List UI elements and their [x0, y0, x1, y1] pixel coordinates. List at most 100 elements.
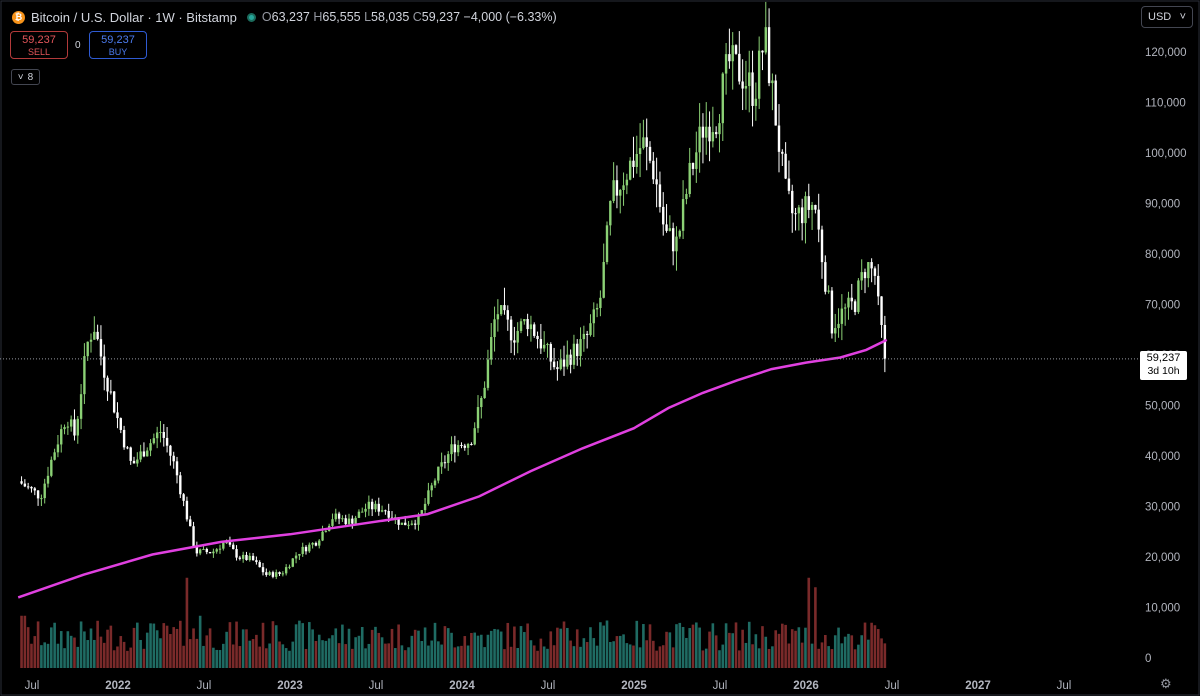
volume-bar	[324, 640, 328, 668]
candle-body	[721, 73, 724, 124]
sell-label: SELL	[27, 47, 51, 57]
volume-bar	[569, 640, 572, 668]
volume-bar	[734, 622, 738, 668]
y-tick-label: 30,000	[1145, 502, 1180, 514]
candle-body	[374, 503, 377, 510]
volume-bar	[43, 642, 47, 668]
volume-bar	[59, 631, 63, 668]
candle-body	[155, 432, 159, 439]
volume-bar	[678, 622, 682, 668]
volume-bar	[704, 648, 708, 668]
volume-bar	[417, 630, 420, 668]
candle-body	[364, 508, 367, 512]
indicators-toggle[interactable]: ˅ 8	[11, 69, 40, 85]
volume-bar	[268, 643, 271, 668]
volume-bar	[671, 647, 675, 668]
volume-bar	[857, 644, 860, 668]
volume-bar	[807, 577, 811, 668]
candle-body	[152, 438, 156, 444]
chevron-down-icon: ˅	[17, 71, 24, 83]
volume-bar	[255, 634, 258, 668]
candle-body	[400, 522, 404, 525]
volume-bar	[136, 622, 139, 668]
volume-bar	[810, 643, 814, 668]
volume-bar	[63, 648, 66, 668]
y-tick-label: 10,000	[1145, 603, 1180, 615]
candle-body	[36, 490, 40, 499]
volume-bar	[245, 629, 248, 668]
volume-bar	[139, 639, 142, 668]
volume-bar	[145, 632, 149, 668]
volume-bar	[688, 628, 692, 668]
candle-body	[331, 519, 334, 526]
volume-bar	[407, 647, 410, 668]
candle-body	[265, 572, 268, 575]
candle-body	[169, 445, 172, 456]
volume-bar	[827, 646, 830, 668]
candle-body	[288, 566, 291, 568]
volume-bar	[152, 623, 156, 668]
volume-bar	[351, 648, 354, 668]
volume-bar	[248, 640, 252, 668]
volume-bar	[23, 615, 27, 668]
volume-bar	[437, 641, 440, 668]
volume-bar	[790, 629, 794, 668]
candle-body	[814, 204, 817, 210]
volume-bar	[162, 623, 166, 668]
candle-body	[410, 523, 414, 525]
volume-bar	[701, 650, 705, 668]
candle-body	[235, 549, 238, 558]
volume-bar	[847, 633, 850, 668]
candle-body	[185, 500, 189, 520]
volume-bar	[251, 639, 255, 668]
volume-bar	[413, 629, 417, 668]
time-axis[interactable]: Jul 2022 Jul 2023 Jul 2024 Jul 2025 Jul 2026 Jul 20…	[25, 680, 1072, 692]
volume-bar	[853, 649, 857, 668]
y-tick-label: 100,000	[1145, 148, 1187, 160]
candle-body	[238, 557, 242, 559]
volume-bar	[231, 644, 235, 668]
candle-body	[615, 180, 619, 196]
sell-button[interactable]: 59,237 SELL	[10, 31, 68, 59]
candle-body	[99, 339, 103, 357]
volume-bar	[377, 632, 381, 668]
volume-bar	[867, 639, 870, 668]
volume-bar	[781, 623, 784, 668]
candle-body	[63, 427, 66, 430]
volume-bar	[532, 645, 536, 668]
candle-body	[40, 498, 43, 500]
currency-select[interactable]: USD ˅	[1141, 6, 1193, 28]
candle-body	[605, 225, 609, 262]
volume-bar	[618, 635, 622, 668]
candle-body	[440, 462, 443, 467]
volume-bar	[757, 648, 761, 668]
volume-bar	[728, 632, 731, 668]
gear-icon[interactable]: ⚙	[1160, 676, 1172, 691]
volume-bar	[824, 634, 827, 668]
volume-bar	[552, 645, 556, 668]
market-status-icon[interactable]	[246, 12, 256, 22]
candle-body	[592, 309, 595, 324]
candle-body	[483, 387, 486, 399]
spread-value: 0	[75, 40, 81, 51]
candle-body	[559, 359, 562, 370]
candle-body	[536, 335, 539, 340]
volume-bar	[344, 644, 348, 668]
candle-body	[599, 297, 602, 308]
volume-bar	[427, 645, 430, 668]
volume-bar	[179, 620, 182, 668]
symbol-title[interactable]: Bitcoin / U.S. Dollar · 1W · Bitstamp	[31, 9, 237, 25]
volume-bar	[695, 622, 698, 668]
volume-bar	[539, 638, 543, 668]
volume-bar	[546, 648, 549, 668]
candle-body	[60, 429, 63, 445]
volume-bar	[542, 646, 546, 668]
buy-button[interactable]: 59,237 BUY	[89, 31, 147, 59]
candle-body	[539, 339, 543, 349]
volume-bar	[116, 646, 119, 668]
candle-body	[182, 494, 185, 501]
candle-body	[877, 275, 880, 297]
volume-bar	[182, 645, 185, 668]
candle-body	[761, 50, 764, 53]
